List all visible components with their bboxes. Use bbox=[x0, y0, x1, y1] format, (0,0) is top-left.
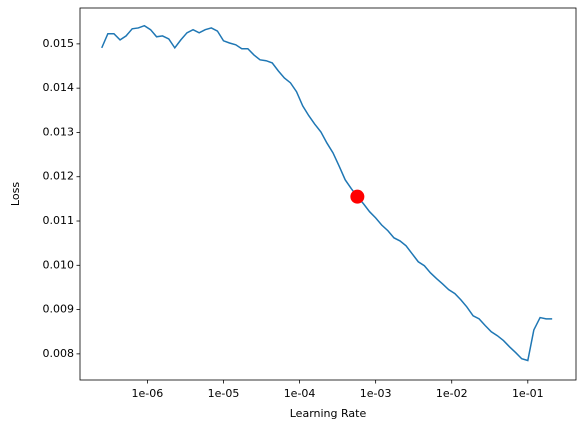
plot-frame bbox=[79, 7, 577, 381]
x-tick-label: 1e-06 bbox=[132, 387, 164, 400]
loss-line bbox=[101, 24, 553, 362]
y-tick-label: 0.010 bbox=[43, 258, 75, 271]
y-tick-label: 0.014 bbox=[43, 81, 75, 94]
x-tick-label: 1e-05 bbox=[208, 387, 240, 400]
y-tick-label: 0.013 bbox=[43, 125, 75, 138]
x-tick-label: 1e-04 bbox=[284, 387, 316, 400]
x-tick-label: 1e-03 bbox=[360, 387, 392, 400]
y-tick-label: 0.008 bbox=[43, 347, 75, 360]
y-tick-label: 0.015 bbox=[43, 37, 75, 50]
y-tick-label: 0.012 bbox=[43, 170, 75, 183]
x-tick-label: 1e-01 bbox=[512, 387, 544, 400]
y-axis-label: Loss bbox=[9, 182, 22, 206]
x-axis-label: Learning Rate bbox=[290, 407, 367, 420]
y-tick-label: 0.011 bbox=[43, 214, 75, 227]
x-tick-label: 1e-02 bbox=[436, 387, 468, 400]
suggested-point bbox=[350, 189, 365, 204]
y-tick-label: 0.009 bbox=[43, 303, 75, 316]
